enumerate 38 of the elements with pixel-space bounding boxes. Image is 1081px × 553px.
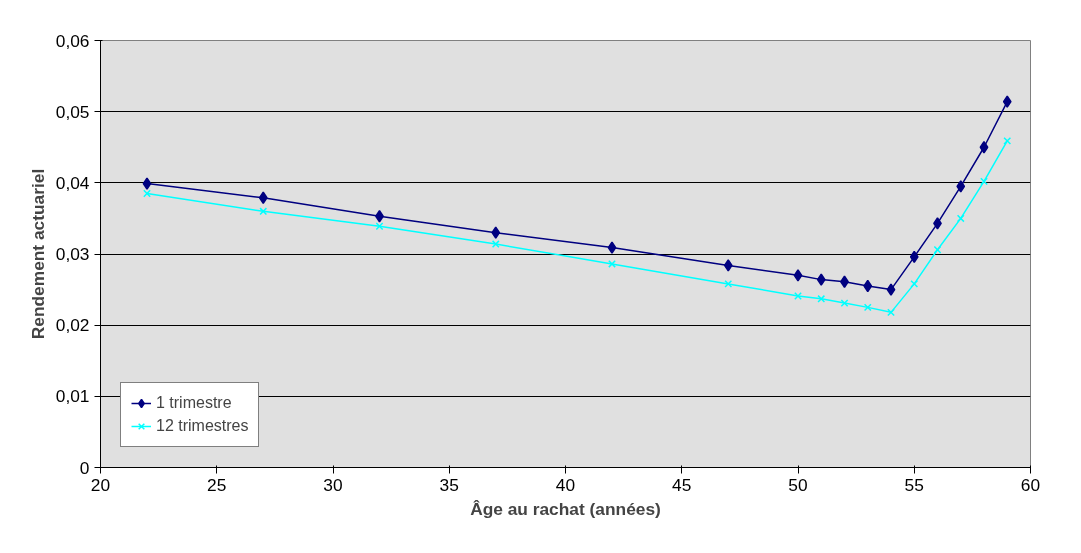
y-tick-label: 0,03 bbox=[55, 244, 90, 264]
y-tick-label: 0,06 bbox=[55, 30, 90, 51]
x-tick-label: 50 bbox=[788, 474, 808, 495]
point bbox=[723, 259, 733, 272]
point bbox=[608, 260, 616, 268]
point bbox=[258, 191, 268, 205]
y-tick-label: 0,04 bbox=[55, 172, 90, 193]
point bbox=[794, 292, 802, 300]
point bbox=[979, 141, 989, 154]
point bbox=[793, 269, 803, 282]
point bbox=[491, 240, 500, 248]
point bbox=[909, 250, 919, 264]
y-tick-label: 0 bbox=[79, 457, 90, 478]
point bbox=[886, 283, 896, 296]
y-axis-title: Rendement actuariel bbox=[27, 168, 48, 340]
legend-label: 12 trimestres bbox=[156, 417, 249, 435]
point bbox=[259, 207, 268, 216]
point bbox=[142, 177, 152, 190]
point bbox=[1002, 95, 1012, 108]
point bbox=[607, 241, 617, 254]
y-tick-label: 0,01 bbox=[55, 386, 90, 407]
x-tick-label: 20 bbox=[90, 474, 111, 495]
point bbox=[491, 226, 501, 239]
point bbox=[375, 222, 384, 231]
point bbox=[816, 273, 826, 286]
point bbox=[956, 180, 966, 193]
y-tick-label: 0,05 bbox=[55, 101, 90, 122]
x-axis-title: Âge au rachat (années) bbox=[470, 498, 661, 519]
x-tick-label: 55 bbox=[904, 474, 924, 495]
x-tick-label: 60 bbox=[1020, 474, 1041, 495]
x-tick-label: 45 bbox=[672, 474, 692, 495]
x-tick-label: 40 bbox=[555, 474, 576, 495]
y-tick-label: 0,02 bbox=[55, 315, 90, 336]
x-tick-label: 25 bbox=[207, 474, 227, 495]
x-tick-label: 35 bbox=[439, 474, 459, 495]
point bbox=[863, 279, 873, 293]
x-tick-label: 30 bbox=[323, 474, 343, 495]
legend-label: 1 trimestre bbox=[156, 394, 232, 412]
